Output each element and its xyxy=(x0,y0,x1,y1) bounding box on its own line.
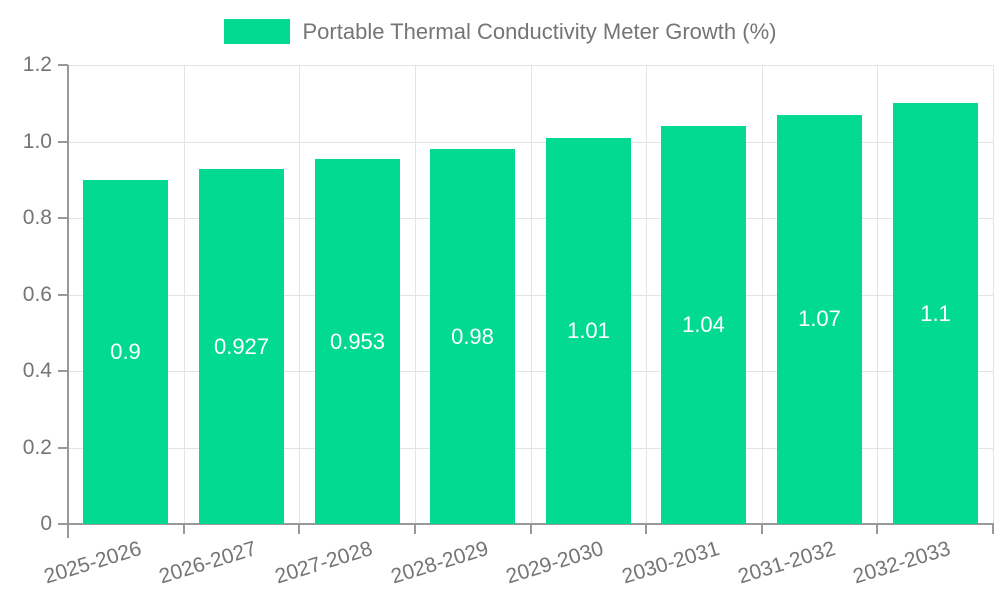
y-tick xyxy=(58,217,68,219)
h-gridline xyxy=(68,218,993,219)
y-tick-label: 1.2 xyxy=(22,53,52,76)
bar[interactable] xyxy=(199,169,284,524)
v-gridline xyxy=(299,65,300,524)
h-gridline xyxy=(68,295,993,296)
v-gridline xyxy=(415,65,416,524)
h-gridline xyxy=(68,65,993,66)
bar-value-label: 1.01 xyxy=(567,318,610,343)
x-tick xyxy=(992,524,994,534)
bar[interactable] xyxy=(546,138,631,524)
h-gridline xyxy=(68,371,993,372)
y-tick xyxy=(58,141,68,143)
x-tick xyxy=(645,524,647,534)
y-tick-label: 0 xyxy=(40,512,52,535)
x-tick xyxy=(761,524,763,534)
y-tick-label: 0.4 xyxy=(22,359,52,382)
legend-item[interactable]: Portable Thermal Conductivity Meter Grow… xyxy=(0,19,1000,44)
y-tick xyxy=(58,294,68,296)
bar[interactable] xyxy=(893,103,978,524)
y-axis-line xyxy=(67,65,69,538)
y-tick-label: 0.6 xyxy=(22,283,52,306)
bar[interactable] xyxy=(430,149,515,524)
y-tick-label: 0.8 xyxy=(22,206,52,229)
x-tick xyxy=(414,524,416,534)
h-gridline xyxy=(68,448,993,449)
h-gridline xyxy=(68,142,993,143)
x-tick xyxy=(876,524,878,534)
bar-value-label: 0.953 xyxy=(329,329,386,354)
bar-value-label: 0.927 xyxy=(213,334,270,359)
y-tick xyxy=(58,64,68,66)
x-tick-label: 2026-2027 xyxy=(155,537,259,589)
x-tick-label: 2029-2030 xyxy=(502,537,606,589)
bar[interactable] xyxy=(777,115,862,524)
y-tick xyxy=(58,447,68,449)
bar-value-label: 1.04 xyxy=(682,312,725,337)
bar[interactable] xyxy=(315,159,400,524)
bar-value-label: 0.9 xyxy=(110,339,141,364)
y-tick-label: 0.2 xyxy=(22,436,52,459)
v-gridline xyxy=(531,65,532,524)
x-tick-label: 2025-2026 xyxy=(40,537,144,589)
v-gridline xyxy=(184,65,185,524)
bar[interactable] xyxy=(661,126,746,524)
legend-label: Portable Thermal Conductivity Meter Grow… xyxy=(302,19,777,44)
bar[interactable] xyxy=(83,180,168,524)
y-tick xyxy=(58,523,68,525)
x-tick xyxy=(530,524,532,534)
x-tick-label: 2030-2031 xyxy=(618,537,722,589)
bar-value-label: 1.07 xyxy=(798,306,841,331)
legend-swatch-icon xyxy=(223,19,290,44)
y-tick xyxy=(58,370,68,372)
bar-value-label: 0.98 xyxy=(451,324,494,349)
bar-value-label: 1.1 xyxy=(920,301,951,326)
x-tick-label: 2028-2029 xyxy=(387,537,491,589)
v-gridline xyxy=(646,65,647,524)
x-tick xyxy=(67,524,69,534)
x-tick xyxy=(298,524,300,534)
v-gridline xyxy=(993,65,994,524)
v-gridline xyxy=(762,65,763,524)
x-tick xyxy=(183,524,185,534)
y-tick-label: 1.0 xyxy=(22,130,52,153)
x-tick-label: 2032-2033 xyxy=(849,537,953,589)
x-tick-label: 2027-2028 xyxy=(271,537,375,589)
v-gridline xyxy=(877,65,878,524)
x-tick-label: 2031-2032 xyxy=(734,537,838,589)
